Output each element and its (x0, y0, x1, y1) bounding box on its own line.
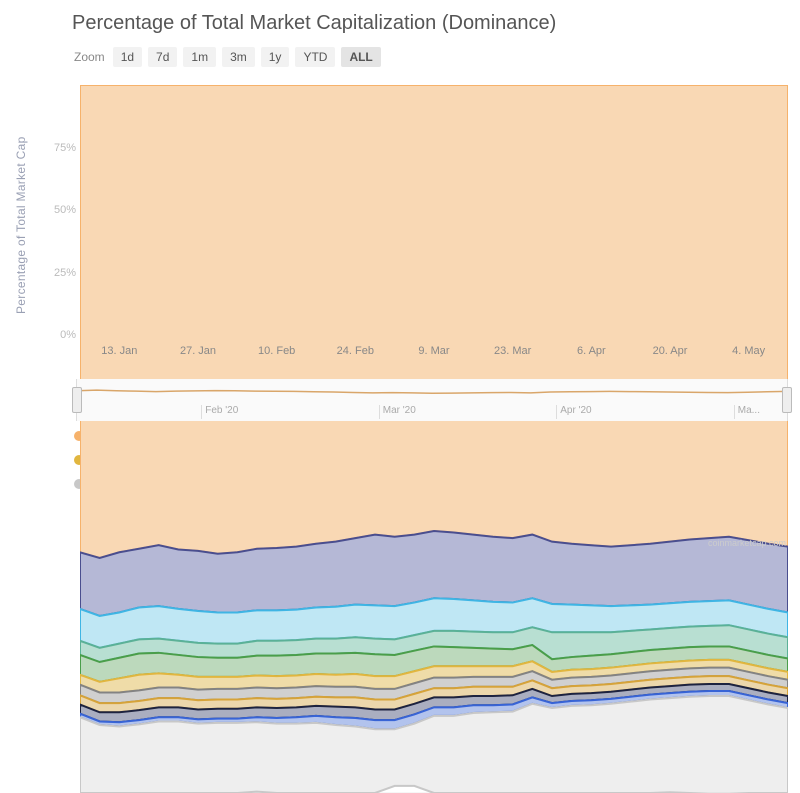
range-navigator[interactable]: Feb '20 Mar '20 Apr '20 Ma... (76, 379, 788, 421)
nav-handle-right[interactable] (782, 387, 792, 413)
x-tick: 13. Jan (101, 345, 137, 357)
zoom-1y[interactable]: 1y (261, 47, 290, 67)
x-tick: 9. Mar (418, 345, 449, 357)
x-tick: 23. Mar (494, 345, 531, 357)
x-tick: 20. Apr (653, 345, 688, 357)
zoom-1m[interactable]: 1m (183, 47, 216, 67)
y-tick: 0% (60, 329, 76, 341)
zoom-7d[interactable]: 7d (148, 47, 177, 67)
zoom-label: Zoom (74, 50, 105, 64)
nav-tick: Mar '20 (379, 405, 416, 419)
attribution: coinmarketcap.com (708, 538, 786, 548)
x-tick: 10. Feb (258, 345, 295, 357)
zoom-all[interactable]: ALL (341, 47, 380, 67)
series-bitcoin[interactable] (80, 85, 788, 558)
x-tick: 6. Apr (577, 345, 606, 357)
nav-tick: Apr '20 (556, 405, 591, 419)
y-tick: 50% (54, 204, 76, 216)
zoom-controls: Zoom 1d 7d 1m 3m 1yYTD ALL (74, 47, 788, 67)
chart-plot-area[interactable]: 0% 25% 50% 75% 13. Jan 27. Jan 10. Feb 24. Feb… (32, 85, 788, 365)
x-tick: 27. Jan (180, 345, 216, 357)
x-tick: 24. Feb (337, 345, 374, 357)
nav-tick: Ma... (734, 405, 760, 419)
nav-handle-left[interactable] (72, 387, 82, 413)
nav-tick: Feb '20 (201, 405, 238, 419)
y-axis-label: Percentage of Total Market Cap (14, 85, 28, 365)
chart-title: Percentage of Total Market Capitalizatio… (72, 12, 788, 35)
zoom-3m[interactable]: 3m (222, 47, 255, 67)
y-tick: 25% (54, 267, 76, 279)
zoom-1d[interactable]: 1d (113, 47, 142, 67)
zoom-ytd[interactable]: YTD (295, 47, 335, 67)
x-tick: 4. May (732, 345, 765, 357)
y-tick: 75% (54, 142, 76, 154)
